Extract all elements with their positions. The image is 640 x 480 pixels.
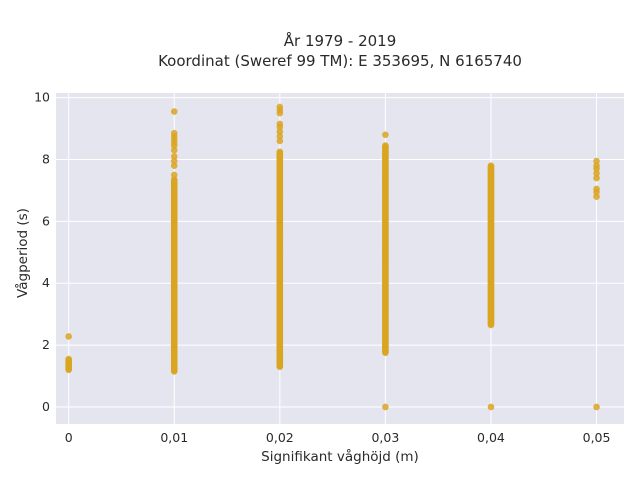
data-point	[593, 162, 600, 169]
chart-title-line2: Koordinat (Sweref 99 TM): E 353695, N 61…	[158, 52, 522, 70]
y-tick-label: 6	[42, 213, 50, 228]
data-point	[170, 171, 178, 179]
y-tick-label: 8	[42, 152, 50, 167]
data-point	[170, 176, 178, 183]
data-point	[593, 174, 600, 182]
y-tick-label: 4	[42, 275, 50, 290]
data-point	[170, 153, 178, 160]
data-point	[593, 170, 600, 177]
data-point	[276, 103, 284, 111]
y-tick-label: 2	[42, 337, 50, 352]
data-point	[382, 142, 389, 149]
data-point	[487, 162, 495, 169]
chart-title-line1: År 1979 - 2019	[284, 31, 397, 50]
data-point	[593, 157, 600, 165]
y-tick-label: 10	[34, 90, 50, 105]
data-point	[382, 403, 389, 411]
data-point	[65, 355, 72, 363]
x-tick-label: 0,05	[583, 430, 611, 445]
x-tick-label: 0,04	[477, 430, 505, 445]
x-tick-label: 0,03	[371, 430, 399, 445]
data-point	[276, 128, 284, 135]
data-point	[487, 403, 495, 411]
y-tick-label: 0	[42, 399, 50, 414]
data-point	[170, 108, 178, 115]
y-axis-ticks: 0 2 4 6 8 10	[34, 90, 50, 414]
data-point	[593, 193, 600, 200]
data-point	[382, 131, 389, 139]
plot-area	[56, 93, 624, 424]
data-point	[170, 162, 178, 169]
x-tick-label: 0	[65, 430, 73, 445]
x-axis-title: Signifikant våghöjd (m)	[261, 448, 419, 465]
x-axis-ticks: 0 0,01 0,02 0,03 0,04 0,05	[65, 430, 611, 445]
y-axis-title: Vågperiod (s)	[14, 208, 31, 298]
data-point	[170, 146, 178, 154]
data-point	[276, 133, 284, 140]
data-point	[170, 129, 178, 137]
data-point	[65, 333, 72, 340]
data-point	[276, 120, 284, 128]
x-tick-label: 0,02	[266, 430, 294, 445]
data-point	[593, 403, 600, 411]
x-tick-label: 0,01	[160, 430, 188, 445]
data-point	[593, 185, 600, 193]
data-point	[170, 157, 178, 165]
data-point	[276, 137, 284, 145]
data-point	[276, 148, 284, 156]
data-points	[65, 103, 600, 411]
